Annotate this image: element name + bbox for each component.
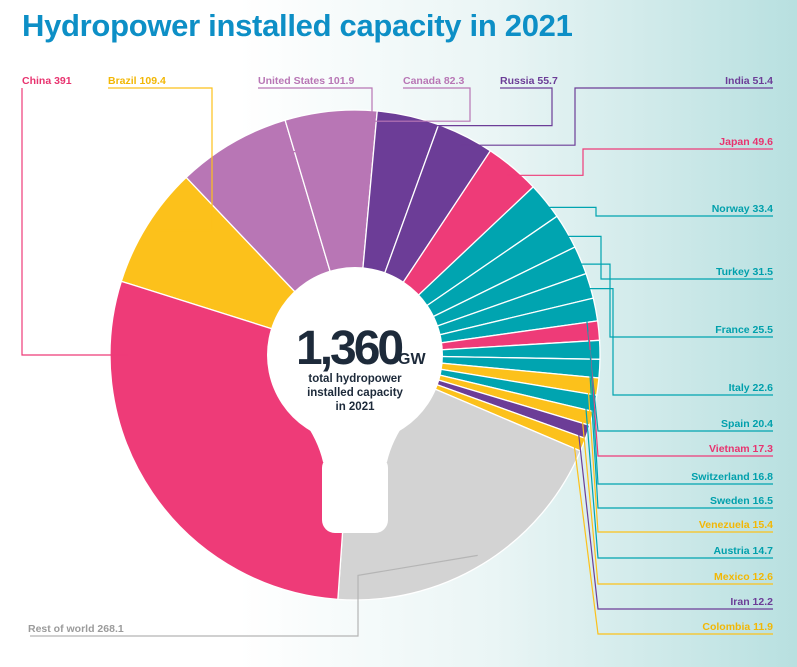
leader-line-austria	[584, 401, 773, 559]
leader-line-switzerland	[589, 349, 773, 485]
label-united-states: United States 101.9	[258, 75, 354, 87]
leader-line-japan	[506, 148, 773, 176]
center-total: 1,360 GW total hydropower installed capa…	[296, 322, 426, 413]
label-vietnam: Vietnam 17.3	[709, 443, 773, 455]
leader-line-rest-of-world	[30, 554, 478, 637]
leader-line-colombia	[573, 441, 773, 635]
leader-line-united-states	[237, 87, 373, 153]
leader-line-turkey	[557, 235, 773, 280]
label-canada: Canada 82.3	[403, 75, 464, 87]
leader-line-russia	[406, 87, 553, 127]
leader-line-norway	[537, 206, 773, 217]
label-india: India 51.4	[725, 75, 773, 87]
leader-line-italy	[580, 288, 773, 396]
lightbulb-icon	[267, 267, 443, 533]
leader-line-mexico	[581, 415, 773, 585]
label-colombia: Colombia 11.9	[702, 621, 773, 633]
bulb-glass	[267, 267, 443, 443]
label-italy: Italy 22.6	[729, 382, 774, 394]
leader-line-iran	[577, 428, 773, 610]
label-japan: Japan 49.6	[719, 136, 773, 148]
leader-line-china	[21, 88, 128, 356]
label-spain: Spain 20.4	[721, 418, 773, 430]
bulb-neck	[302, 418, 408, 462]
leader-line-france	[571, 263, 773, 338]
label-iran: Iran 12.2	[730, 596, 773, 608]
label-switzerland: Switzerland 16.8	[691, 471, 773, 483]
leader-line-venezuela	[587, 385, 773, 533]
label-china: China 391	[22, 75, 72, 87]
leader-line-brazil	[108, 87, 213, 232]
chart-title: Hydropower installed capacity in 2021	[22, 8, 573, 43]
leader-lines	[21, 87, 773, 637]
label-france: France 25.5	[715, 324, 773, 336]
center-desc-line3: in 2021	[336, 401, 376, 413]
slice-labels: Brazil 109.4 United States 101.9 Canada 82…	[22, 75, 773, 635]
center-desc-line2: installed capacity	[307, 387, 403, 399]
leader-line-canada	[331, 87, 471, 122]
label-brazil: Brazil 109.4	[108, 75, 166, 87]
bulb-base	[322, 455, 388, 533]
label-sweden: Sweden 16.5	[710, 495, 773, 507]
center-total-unit: GW	[398, 351, 426, 368]
center-desc-line1: total hydropower	[308, 373, 402, 385]
bulb-thread	[322, 471, 388, 509]
label-russia: Russia 55.7	[500, 75, 558, 87]
label-turkey: Turkey 31.5	[716, 266, 773, 278]
label-venezuela: Venezuela 15.4	[699, 519, 773, 531]
leader-line-sweden	[589, 368, 773, 509]
leader-line-india	[460, 87, 773, 146]
label-austria: Austria 14.7	[713, 545, 773, 557]
label-norway: Norway 33.4	[712, 203, 773, 215]
label-mexico: Mexico 12.6	[714, 571, 773, 583]
label-rest-of-world: Rest of world 268.1	[28, 623, 124, 635]
center-total-value: 1,360	[296, 322, 402, 375]
